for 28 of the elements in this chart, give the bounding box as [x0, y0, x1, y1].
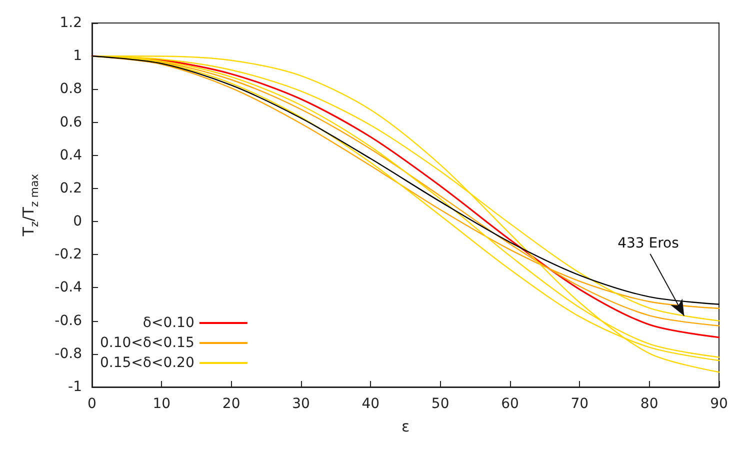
- y-tick-label: 0.4: [60, 147, 82, 164]
- legend-label: 0.15<δ<0.20: [100, 355, 194, 371]
- y-tick-label: 0: [73, 214, 82, 230]
- y-tick-label: 1: [73, 48, 82, 64]
- y-axis-title: Tz/Tz max: [20, 173, 41, 238]
- x-axis-title: ε: [401, 418, 410, 436]
- x-tick-label: 80: [640, 396, 658, 412]
- y-tick-label: 0.8: [60, 81, 82, 98]
- legend-label: δ<0.10: [142, 315, 194, 331]
- x-tick-label: 0: [88, 396, 96, 412]
- y-tick-label: -0.8: [54, 346, 82, 362]
- x-tick-label: 70: [570, 396, 589, 412]
- y-tick-label: 0.6: [60, 114, 82, 130]
- y-tick-label: -1: [68, 379, 82, 395]
- y-tick-label: -0.2: [54, 246, 82, 263]
- x-tick-label: 10: [152, 396, 171, 412]
- y-tick-label: 1.2: [60, 15, 82, 31]
- x-tick-label: 30: [292, 396, 310, 412]
- x-tick-label: 40: [362, 396, 380, 412]
- x-tick-label: 50: [431, 396, 450, 412]
- y-tick-label: -0.4: [54, 280, 82, 296]
- legend-label: 0.10<δ<0.15: [100, 335, 194, 351]
- x-tick-label: 90: [710, 396, 728, 412]
- y-tick-label: -0.6: [54, 312, 82, 329]
- x-tick-label: 60: [501, 396, 519, 412]
- x-tick-label: 20: [222, 396, 240, 412]
- annotation: 433 Eros: [618, 235, 679, 252]
- y-tick-label: 0.2: [60, 180, 82, 196]
